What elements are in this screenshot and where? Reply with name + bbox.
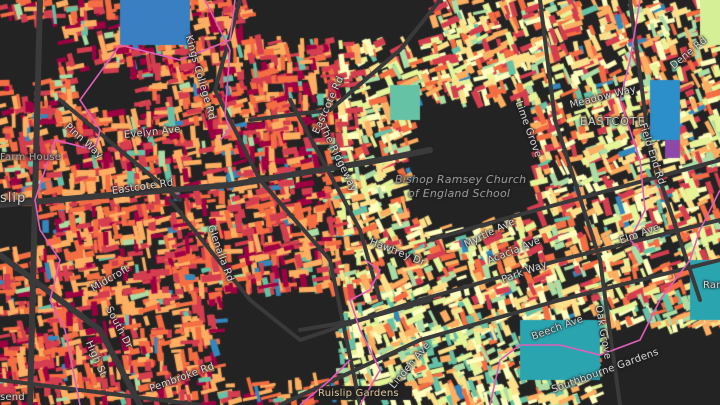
road xyxy=(168,198,302,342)
place-label-send: send xyxy=(0,392,25,403)
ward-boundary-line xyxy=(204,0,231,141)
road xyxy=(538,0,622,405)
road xyxy=(0,252,143,405)
road xyxy=(248,0,442,122)
road xyxy=(0,147,433,208)
road xyxy=(0,378,202,405)
poi-label-school-line1: Bishop Ramsey Church xyxy=(395,173,527,186)
road xyxy=(278,258,720,405)
ward-boundary-line xyxy=(619,0,646,251)
ward-boundary-line xyxy=(489,189,720,405)
road xyxy=(212,0,362,405)
ward-boundary-line xyxy=(299,359,351,405)
road xyxy=(298,298,432,332)
road-label-ruislip-gardens: Ruislip Gardens xyxy=(318,388,399,399)
place-label-farm-house: Farm House xyxy=(0,152,62,163)
place-label-ruislip: slip xyxy=(0,191,27,206)
road xyxy=(288,98,382,302)
ward-boundary-line xyxy=(34,0,236,405)
poi-label-school-line2: of England School xyxy=(408,187,511,200)
place-label-eastcote: EASTCOTE xyxy=(580,115,646,128)
road xyxy=(428,158,720,242)
ward-boundary-line xyxy=(349,259,382,405)
road-label-ram: Ram xyxy=(703,280,720,291)
road xyxy=(58,98,182,202)
road xyxy=(628,0,702,302)
